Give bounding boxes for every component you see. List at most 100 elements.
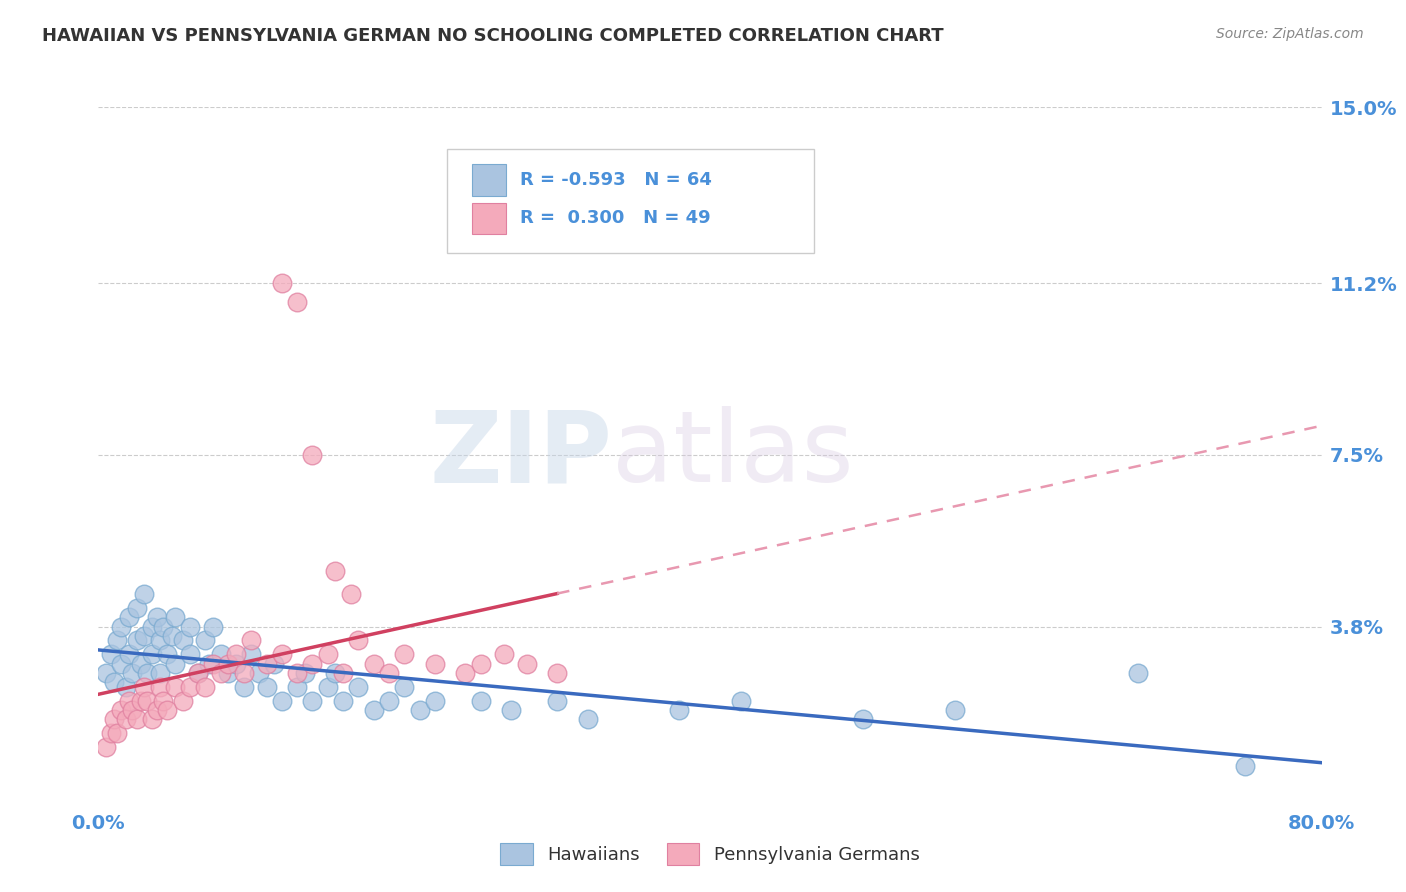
Point [118, 694, 141, 708]
Point [316, 648, 339, 662]
Point [94, 665, 117, 680]
Point [1128, 665, 1150, 680]
Point [501, 703, 523, 717]
Point [194, 680, 217, 694]
Point [105, 726, 128, 740]
Point [454, 665, 477, 680]
Point [187, 665, 209, 680]
Point [492, 648, 515, 662]
Point [347, 680, 370, 694]
Point [363, 703, 385, 717]
Point [156, 648, 179, 662]
Point [943, 703, 966, 717]
Point [110, 703, 132, 717]
Point [115, 712, 138, 726]
Point [141, 648, 163, 662]
Point [1234, 758, 1257, 772]
Point [263, 657, 285, 671]
Point [285, 680, 308, 694]
Point [179, 648, 201, 662]
Point [408, 703, 430, 717]
Point [316, 680, 339, 694]
Point [179, 680, 201, 694]
Point [217, 665, 239, 680]
Text: Source: ZipAtlas.com: Source: ZipAtlas.com [1216, 27, 1364, 41]
Point [94, 740, 117, 755]
Point [179, 619, 201, 633]
Point [118, 610, 141, 624]
Point [187, 665, 209, 680]
Point [136, 665, 159, 680]
Point [118, 648, 141, 662]
Point [160, 629, 183, 643]
Point [134, 680, 156, 694]
FancyBboxPatch shape [447, 149, 814, 253]
Point [149, 665, 172, 680]
Point [141, 619, 163, 633]
Point [125, 633, 148, 648]
Point [470, 657, 492, 671]
Point [100, 648, 122, 662]
Point [134, 629, 156, 643]
Point [145, 610, 167, 624]
Point [301, 448, 323, 462]
Point [225, 657, 247, 671]
Point [209, 665, 232, 680]
Point [129, 694, 152, 708]
Point [149, 633, 172, 648]
FancyBboxPatch shape [471, 164, 506, 195]
Point [152, 619, 174, 633]
Point [423, 657, 446, 671]
Point [172, 694, 194, 708]
Point [100, 726, 122, 740]
Point [163, 610, 186, 624]
Point [110, 619, 132, 633]
Point [325, 665, 347, 680]
Point [232, 680, 254, 694]
Point [134, 587, 156, 601]
Text: ZIP: ZIP [429, 407, 612, 503]
Point [163, 657, 186, 671]
Point [156, 703, 179, 717]
Point [121, 703, 143, 717]
Point [202, 657, 225, 671]
Point [576, 712, 599, 726]
Point [103, 712, 125, 726]
Point [152, 694, 174, 708]
Point [172, 633, 194, 648]
Point [194, 633, 217, 648]
Point [125, 712, 148, 726]
Point [202, 619, 225, 633]
Point [332, 665, 354, 680]
Point [378, 694, 401, 708]
Point [136, 694, 159, 708]
Point [546, 694, 568, 708]
Point [270, 694, 292, 708]
Point [105, 633, 128, 648]
Point [149, 680, 172, 694]
Point [516, 657, 538, 671]
Point [285, 294, 308, 309]
Point [347, 633, 370, 648]
Point [121, 665, 143, 680]
Point [209, 648, 232, 662]
Text: R = -0.593   N = 64: R = -0.593 N = 64 [520, 171, 713, 189]
Point [730, 694, 752, 708]
Point [852, 712, 875, 726]
Point [125, 601, 148, 615]
Point [423, 694, 446, 708]
Point [232, 665, 254, 680]
Point [546, 665, 568, 680]
Point [270, 648, 292, 662]
Point [325, 564, 347, 578]
Legend: Hawaiians, Pennsylvania Germans: Hawaiians, Pennsylvania Germans [491, 834, 929, 874]
Point [470, 694, 492, 708]
Text: atlas: atlas [612, 407, 853, 503]
Point [110, 657, 132, 671]
Point [240, 633, 263, 648]
Point [145, 703, 167, 717]
Point [197, 657, 219, 671]
Point [217, 657, 239, 671]
Point [270, 277, 292, 291]
Point [301, 657, 323, 671]
